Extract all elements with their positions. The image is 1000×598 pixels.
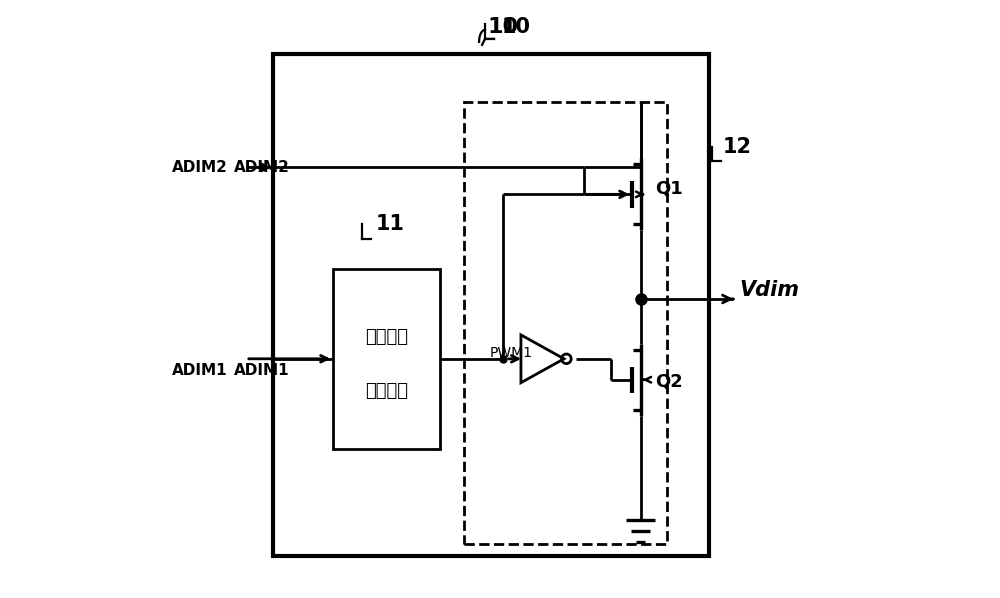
Text: 12: 12 (722, 136, 751, 157)
Text: 11: 11 (376, 214, 405, 234)
Text: ADIM2: ADIM2 (172, 160, 228, 175)
Text: ADIM2: ADIM2 (234, 160, 290, 175)
Text: PWM1: PWM1 (490, 346, 533, 360)
Bar (273, 54, 709, 556)
Text: 10: 10 (501, 17, 530, 37)
Text: 处理电路: 处理电路 (365, 382, 408, 400)
Text: ADIM1: ADIM1 (172, 363, 228, 379)
Text: 10: 10 (487, 17, 519, 37)
Bar (333, 269, 440, 448)
Text: 模拟信号: 模拟信号 (365, 328, 408, 346)
Text: Q2: Q2 (655, 373, 683, 390)
Text: ADIM1: ADIM1 (234, 363, 290, 379)
Text: Vdim: Vdim (739, 280, 799, 300)
Text: Q1: Q1 (655, 179, 683, 197)
Bar (464, 102, 667, 544)
